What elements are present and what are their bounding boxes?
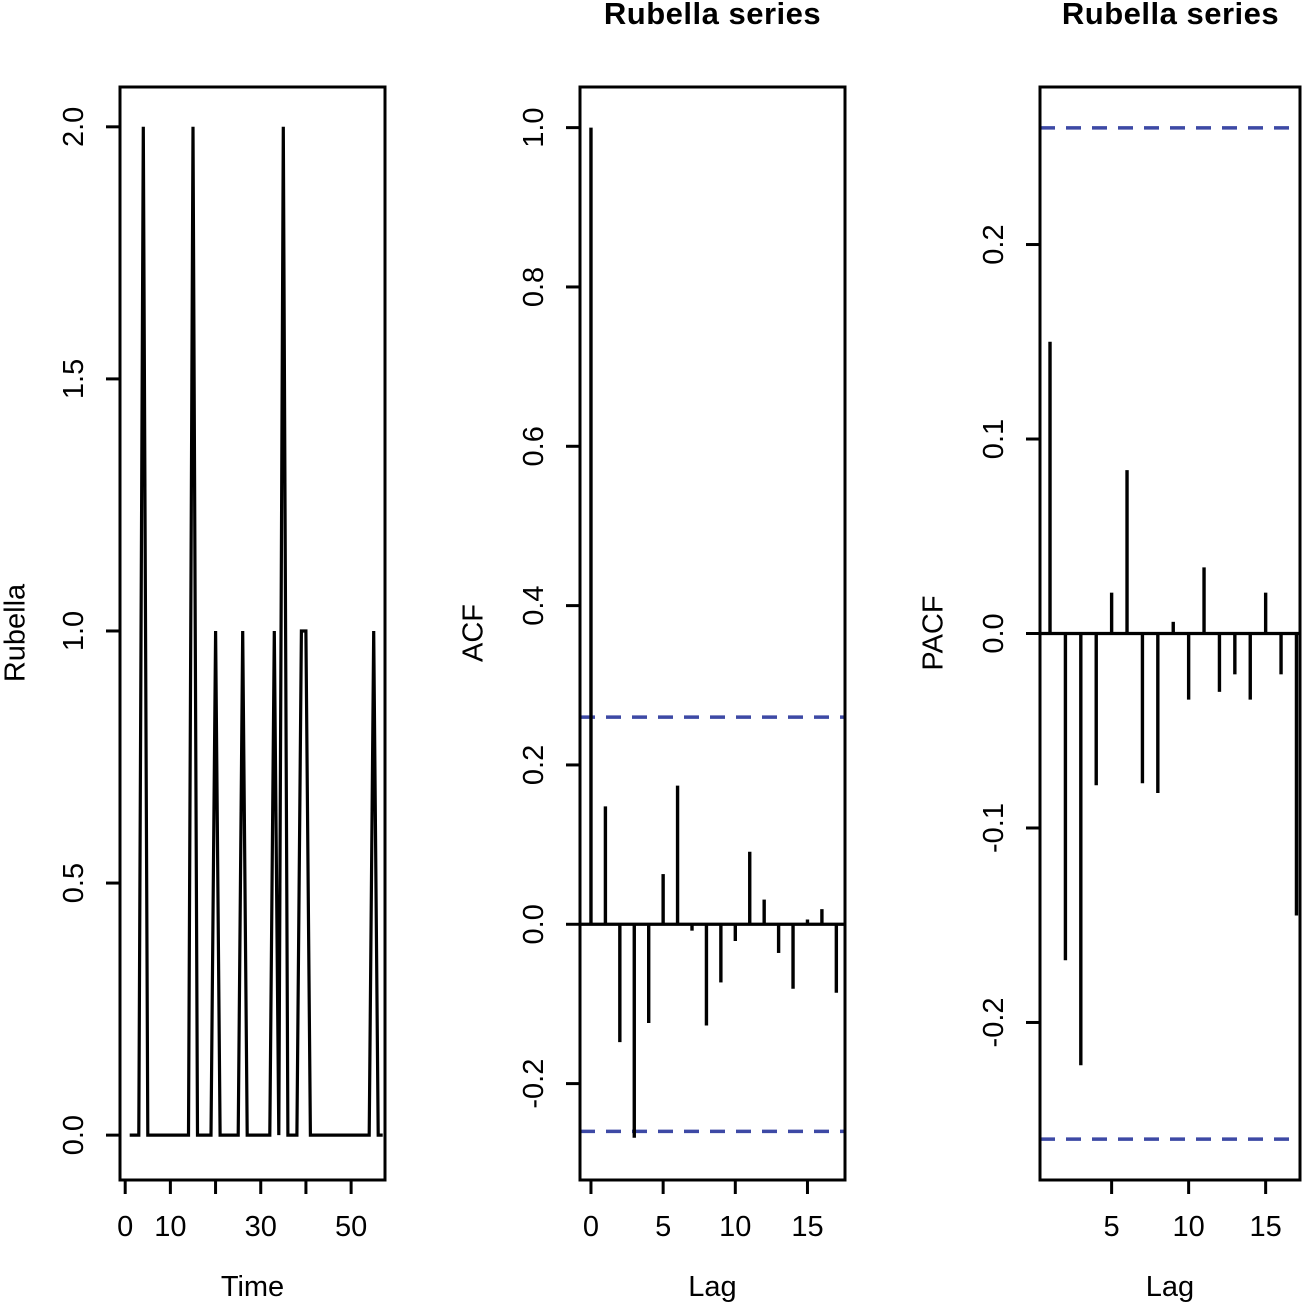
pacf-plot-area: 5 10 15 -0.2 -0.1 0.0 0.1 0.2 xyxy=(978,85,1302,1243)
time-series-y-tick-label: 1.5 xyxy=(58,359,90,399)
acf-y-tick-label: 0.6 xyxy=(518,426,550,466)
pacf-y-axis-label: PACF xyxy=(917,595,950,671)
pacf-plot-box xyxy=(1038,85,1302,1182)
time-series-plot-area: 0 10 30 50 0.0 0.5 1.0 1.5 2.0 xyxy=(58,85,387,1243)
pacf-y-tick-label: 0.2 xyxy=(978,224,1010,264)
acf-plot-area: 0 5 10 15 -0.2 0.0 0.2 0.4 0.6 0.8 1.0 xyxy=(518,85,847,1243)
time-series-x-tick-label: 0 xyxy=(117,1211,133,1243)
acf-y-tick-label: -0.2 xyxy=(518,1059,550,1109)
acf-y-axis-label: ACF xyxy=(457,604,490,662)
time-series-y-tick-label: 1.0 xyxy=(58,611,90,651)
pacf-y-tick-label: 0.0 xyxy=(978,613,1010,653)
rubella-series-line xyxy=(129,126,383,1137)
acf-x-tick-label: 15 xyxy=(791,1211,823,1243)
acf-y-tick-label: 0.8 xyxy=(518,267,550,307)
time-series-x-tick-label: 30 xyxy=(245,1211,277,1243)
pacf-y-tick-label: 0.1 xyxy=(978,419,1010,459)
time-series-x-tick-label: 50 xyxy=(335,1211,367,1243)
acf-y-tick-label: 0.0 xyxy=(518,904,550,944)
time-series-y-axis-label: Rubella xyxy=(0,583,32,683)
time-series-plot-box xyxy=(118,85,387,1182)
acf-x-tick-label: 5 xyxy=(655,1211,671,1243)
acf-x-tick-label: 10 xyxy=(719,1211,751,1243)
time-series-y-tick-label: 2.0 xyxy=(58,107,90,147)
pacf-x-tick-label: 10 xyxy=(1173,1211,1205,1243)
time-series-y-tick-label: 0.0 xyxy=(58,1115,90,1155)
pacf-y-tick-label: -0.2 xyxy=(978,997,1010,1047)
acf-y-tick-label: 0.4 xyxy=(518,585,550,625)
pacf-panel-title: Rubella series xyxy=(1061,0,1280,31)
time-series-y-tick-label: 0.5 xyxy=(58,863,90,903)
time-series-x-axis-label: Time xyxy=(220,1271,285,1303)
pacf-y-tick-label: -0.1 xyxy=(978,803,1010,853)
acf-y-tick-label: 1.0 xyxy=(518,107,550,147)
acf-y-tick-label: 0.2 xyxy=(518,745,550,785)
acf-panel-title: Rubella series xyxy=(603,0,822,31)
acf-x-tick-label: 0 xyxy=(583,1211,599,1243)
time-series-x-tick-label: 10 xyxy=(154,1211,186,1243)
pacf-x-tick-label: 15 xyxy=(1250,1211,1282,1243)
acf-x-axis-label: Lag xyxy=(688,1271,737,1303)
acf-plot-box xyxy=(578,85,847,1182)
pacf-x-tick-label: 5 xyxy=(1104,1211,1120,1243)
pacf-x-axis-label: Lag xyxy=(1145,1271,1195,1303)
